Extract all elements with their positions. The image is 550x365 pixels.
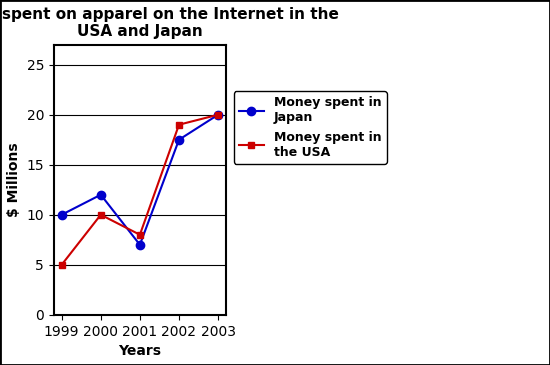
Line: Money spent in
Japan: Money spent in Japan — [58, 111, 222, 249]
Money spent in
Japan — [58, 212, 65, 217]
Money spent in
the USA — [215, 112, 222, 117]
Money spent in
the USA — [136, 233, 143, 237]
Money spent in
the USA — [58, 262, 65, 267]
X-axis label: Years: Years — [118, 344, 161, 358]
Y-axis label: $ Millions: $ Millions — [7, 142, 21, 217]
Money spent in
the USA — [175, 123, 182, 127]
Money spent in
the USA — [97, 212, 104, 217]
Money spent in
Japan — [97, 193, 104, 197]
Money spent in
Japan — [136, 243, 143, 247]
Money spent in
Japan — [175, 138, 182, 142]
Line: Money spent in
the USA: Money spent in the USA — [58, 111, 222, 268]
Title: Money spent on apparel on the Internet in the
USA and Japan: Money spent on apparel on the Internet i… — [0, 7, 339, 39]
Money spent in
Japan — [215, 112, 222, 117]
Legend: Money spent in
Japan, Money spent in
the USA: Money spent in Japan, Money spent in the… — [234, 92, 387, 164]
